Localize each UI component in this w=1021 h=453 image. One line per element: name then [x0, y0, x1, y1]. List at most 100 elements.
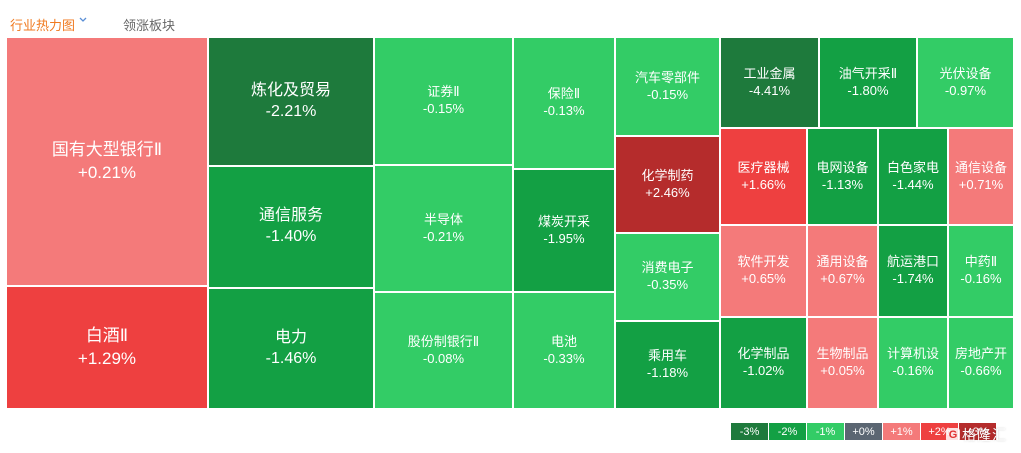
sector-name: 房地产开: [954, 346, 1007, 362]
sector-change: -0.97%: [944, 82, 987, 98]
sector-name: 证券Ⅱ: [427, 84, 460, 100]
legend-swatch: -3%: [731, 423, 769, 440]
sector-change: -0.15%: [422, 101, 465, 116]
chevron-down-icon[interactable]: [78, 15, 88, 25]
sector-tile[interactable]: 通用设备 +0.67%: [807, 225, 878, 317]
sector-name: 通用设备: [816, 254, 869, 270]
legend-swatch: -2%: [769, 423, 807, 440]
sector-change: -1.13%: [821, 176, 864, 192]
sector-tile[interactable]: 白酒Ⅱ +1.29%: [6, 286, 208, 409]
sector-change: -0.16%: [892, 363, 934, 378]
sector-treemap: 国有大型银行Ⅱ +0.21% 白酒Ⅱ +1.29% 炼化及贸易 -2.21% 通信服务 -1.…: [6, 37, 1014, 409]
legend-swatch: +1%: [883, 423, 921, 440]
sector-change: +1.29%: [77, 348, 137, 368]
sector-name: 白色家电: [886, 159, 939, 175]
sector-tile[interactable]: 化学制药 +2.46%: [615, 136, 720, 233]
sector-name: 计算机设: [886, 346, 939, 362]
sector-change: -0.66%: [960, 363, 1002, 378]
sector-tile[interactable]: 医疗器械 +1.66%: [720, 128, 807, 225]
sector-tile[interactable]: 计算机设 -0.16%: [878, 317, 948, 409]
sector-tile[interactable]: 证券Ⅱ -0.15%: [374, 37, 513, 165]
sector-change: +0.65%: [741, 271, 786, 286]
sector-tile[interactable]: 通信服务 -1.40%: [208, 166, 374, 288]
sector-name: 生物制品: [816, 346, 869, 362]
sector-name: 乘用车: [647, 348, 687, 364]
sector-name: 化学制药: [641, 167, 694, 183]
sector-tile[interactable]: 保险Ⅱ -0.13%: [513, 37, 615, 169]
sector-name: 光伏设备: [939, 65, 992, 81]
sector-change: -1.46%: [265, 349, 317, 367]
color-legend: -3% -2% -1% +0% +1% +2% +3%: [731, 423, 997, 440]
sector-change: +0.21%: [77, 162, 137, 182]
sector-change: -0.15%: [646, 86, 689, 102]
watermark-logo-icon: G: [946, 428, 960, 442]
sector-tile[interactable]: 乘用车 -1.18%: [615, 321, 720, 409]
sector-change: -1.95%: [543, 230, 585, 246]
sector-change: +0.71%: [958, 176, 1004, 192]
sector-tile[interactable]: 工业金属 -4.41%: [720, 37, 819, 128]
sector-name: 通信服务: [258, 207, 323, 225]
sector-tile[interactable]: 炼化及贸易 -2.21%: [208, 37, 374, 166]
tab-bar: 行业热力图 领涨板块: [0, 0, 1021, 38]
tab-leading-sectors[interactable]: 领涨板块: [123, 18, 176, 33]
sector-name: 化学制品: [737, 346, 790, 362]
sector-change: -0.33%: [543, 350, 585, 366]
sector-name: 煤炭开采: [537, 213, 590, 229]
sector-tile[interactable]: 生物制品 +0.05%: [807, 317, 878, 409]
sector-name: 电池: [550, 333, 577, 349]
sector-tile[interactable]: 电池 -0.33%: [513, 292, 615, 409]
sector-name: 白酒Ⅱ: [85, 326, 129, 346]
sector-change: -1.74%: [892, 271, 934, 286]
sector-name: 消费电子: [641, 260, 694, 276]
sector-name: 国有大型银行Ⅱ: [51, 140, 163, 160]
sector-tile[interactable]: 油气开采Ⅱ -1.80%: [819, 37, 917, 128]
sector-name: 医疗器械: [737, 159, 790, 175]
sector-name: 汽车零部件: [634, 69, 700, 85]
sector-name: 油气开采Ⅱ: [838, 65, 898, 81]
sector-name: 半导体: [423, 211, 463, 227]
sector-change: -4.41%: [748, 82, 791, 98]
sector-change: -1.02%: [742, 363, 785, 378]
watermark-text: 格隆汇: [962, 427, 1007, 443]
sector-tile[interactable]: 航运港口 -1.74%: [878, 225, 948, 317]
sector-change: +2.46%: [645, 184, 690, 200]
sector-tile[interactable]: 汽车零部件 -0.15%: [615, 37, 720, 136]
sector-change: -0.35%: [646, 277, 689, 292]
sector-name: 通信设备: [954, 159, 1007, 175]
sector-tile[interactable]: 煤炭开采 -1.95%: [513, 169, 615, 292]
sector-name: 软件开发: [737, 254, 790, 270]
legend-swatch: +0%: [845, 423, 883, 440]
sector-tile[interactable]: 电网设备 -1.13%: [807, 128, 878, 225]
sector-change: -2.21%: [265, 102, 317, 120]
sector-name: 中药Ⅱ: [964, 254, 998, 270]
tab-industry-heatmap[interactable]: 行业热力图: [10, 18, 76, 33]
sector-change: +1.66%: [741, 176, 786, 192]
sector-name: 炼化及贸易: [250, 81, 331, 99]
sector-name: 工业金属: [743, 65, 796, 81]
sector-tile[interactable]: 消费电子 -0.35%: [615, 233, 720, 321]
sector-change: -0.13%: [543, 103, 585, 118]
sector-tile[interactable]: 白色家电 -1.44%: [878, 128, 948, 225]
sector-tile[interactable]: 光伏设备 -0.97%: [917, 37, 1014, 128]
sector-change: -0.16%: [960, 271, 1002, 286]
sector-change: -0.21%: [422, 228, 465, 244]
sector-change: -1.18%: [646, 365, 689, 380]
sector-change: -1.80%: [847, 82, 889, 98]
sector-tile[interactable]: 电力 -1.46%: [208, 288, 374, 409]
sector-tile[interactable]: 软件开发 +0.65%: [720, 225, 807, 317]
sector-name: 电网设备: [816, 159, 869, 175]
sector-tile[interactable]: 半导体 -0.21%: [374, 165, 513, 292]
sector-name: 股份制银行Ⅱ: [407, 333, 480, 349]
sector-change: +0.67%: [820, 271, 865, 286]
sector-tile[interactable]: 房地产开 -0.66%: [948, 317, 1014, 409]
sector-tile[interactable]: 国有大型银行Ⅱ +0.21%: [6, 37, 208, 286]
sector-change: -1.40%: [265, 228, 317, 245]
sector-change: -1.44%: [892, 176, 934, 192]
legend-swatch: +3%: [959, 423, 997, 440]
sector-tile[interactable]: 股份制银行Ⅱ -0.08%: [374, 292, 513, 409]
sector-tile[interactable]: 通信设备 +0.71%: [948, 128, 1014, 225]
watermark: G 格隆汇: [946, 425, 1007, 445]
sector-tile[interactable]: 中药Ⅱ -0.16%: [948, 225, 1014, 317]
sector-tile[interactable]: 化学制品 -1.02%: [720, 317, 807, 409]
sector-name: 保险Ⅱ: [547, 86, 581, 102]
